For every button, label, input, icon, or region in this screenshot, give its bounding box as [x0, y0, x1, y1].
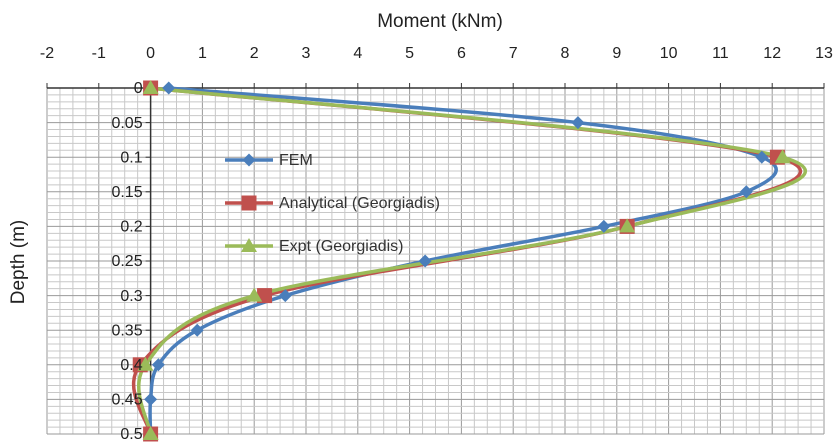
x-tick-labels: -2 -1 0 1 2 3 4 5 6 7 8 9 10 11 12 13	[40, 45, 833, 62]
data-point-triangle-marker	[774, 149, 791, 164]
x-tick-label: 7	[509, 45, 518, 62]
y-tick-label: 0.15	[111, 184, 142, 201]
x-tick-label: 12	[763, 45, 781, 62]
y-tick-label: 0.4	[120, 357, 142, 374]
data-point-triangle-marker	[137, 356, 154, 371]
y-tick-label: 0.45	[111, 392, 142, 409]
x-tick-label: 9	[612, 45, 621, 62]
y-tick-label: 0.1	[120, 149, 142, 166]
legend-swatch-triangle-marker	[241, 238, 257, 252]
data-point-diamond-marker	[151, 358, 165, 372]
x-tick-label: 3	[302, 45, 311, 62]
x-tick-label: 11	[712, 45, 729, 62]
y-axis-title: Depth (m)	[8, 220, 29, 304]
x-tick-label: 5	[405, 45, 414, 62]
y-tick-label: 0.5	[120, 426, 142, 443]
data-point-diamond-marker	[597, 219, 611, 233]
data-point-diamond-marker	[755, 150, 769, 164]
y-tick-label: 0.3	[120, 288, 142, 305]
legend-swatch-square-marker	[241, 195, 257, 211]
x-tick-label: 13	[815, 45, 833, 62]
x-tick-label: -2	[40, 45, 54, 62]
data-point-diamond-marker	[571, 116, 585, 130]
x-tick-label: 1	[198, 45, 207, 62]
x-tick-label: 10	[660, 45, 678, 62]
x-tick-label: -1	[92, 45, 106, 62]
legend-label: Expt (Georgiadis)	[279, 238, 404, 255]
x-tick-label: 8	[561, 45, 570, 62]
legend-item-fem: FEM	[225, 152, 313, 169]
data-point-diamond-marker	[278, 289, 292, 303]
data-point-diamond-marker	[739, 185, 753, 199]
x-tick-label: 4	[353, 45, 362, 62]
series-markers-expt-georgiadis	[137, 80, 791, 440]
y-tick-label: 0.05	[111, 115, 142, 132]
y-tick-label: 0.2	[120, 219, 142, 236]
legend-item-expt-georgiadis: Expt (Georgiadis)	[225, 238, 404, 255]
data-point-diamond-marker	[162, 81, 176, 95]
legend-swatch-diamond-marker	[242, 153, 256, 167]
legend-label: FEM	[279, 152, 313, 169]
data-point-diamond-marker	[144, 392, 158, 406]
data-point-triangle-marker	[246, 287, 263, 302]
data-point-diamond-marker	[190, 323, 204, 337]
y-tick-labels: 0 0.05 0.1 0.15 0.2 0.25 0.3 0.35 0.4 0.45 0.5	[111, 80, 142, 443]
legend-item-analytical-georgiadis: Analytical (Georgiadis)	[225, 195, 440, 212]
data-point-triangle-marker	[142, 426, 159, 440]
series-layer	[132, 80, 807, 442]
y-tick-label: 0	[134, 80, 143, 97]
x-tick-label: 6	[457, 45, 466, 62]
data-point-triangle-marker	[142, 80, 159, 94]
x-axis-title: Moment (kNm)	[377, 11, 503, 32]
x-tick-label: 0	[146, 45, 155, 62]
y-tick-label: 0.25	[111, 253, 142, 270]
legend-label: Analytical (Georgiadis)	[279, 195, 440, 212]
plot-area	[46, 80, 825, 442]
data-point-diamond-marker	[418, 254, 432, 268]
x-tick-label: 2	[250, 45, 259, 62]
data-point-triangle-marker	[619, 218, 636, 233]
legend: FEM Analytical (Georgiadis) Expt (Georgiad…	[225, 152, 440, 255]
y-tick-label: 0.35	[111, 322, 142, 339]
